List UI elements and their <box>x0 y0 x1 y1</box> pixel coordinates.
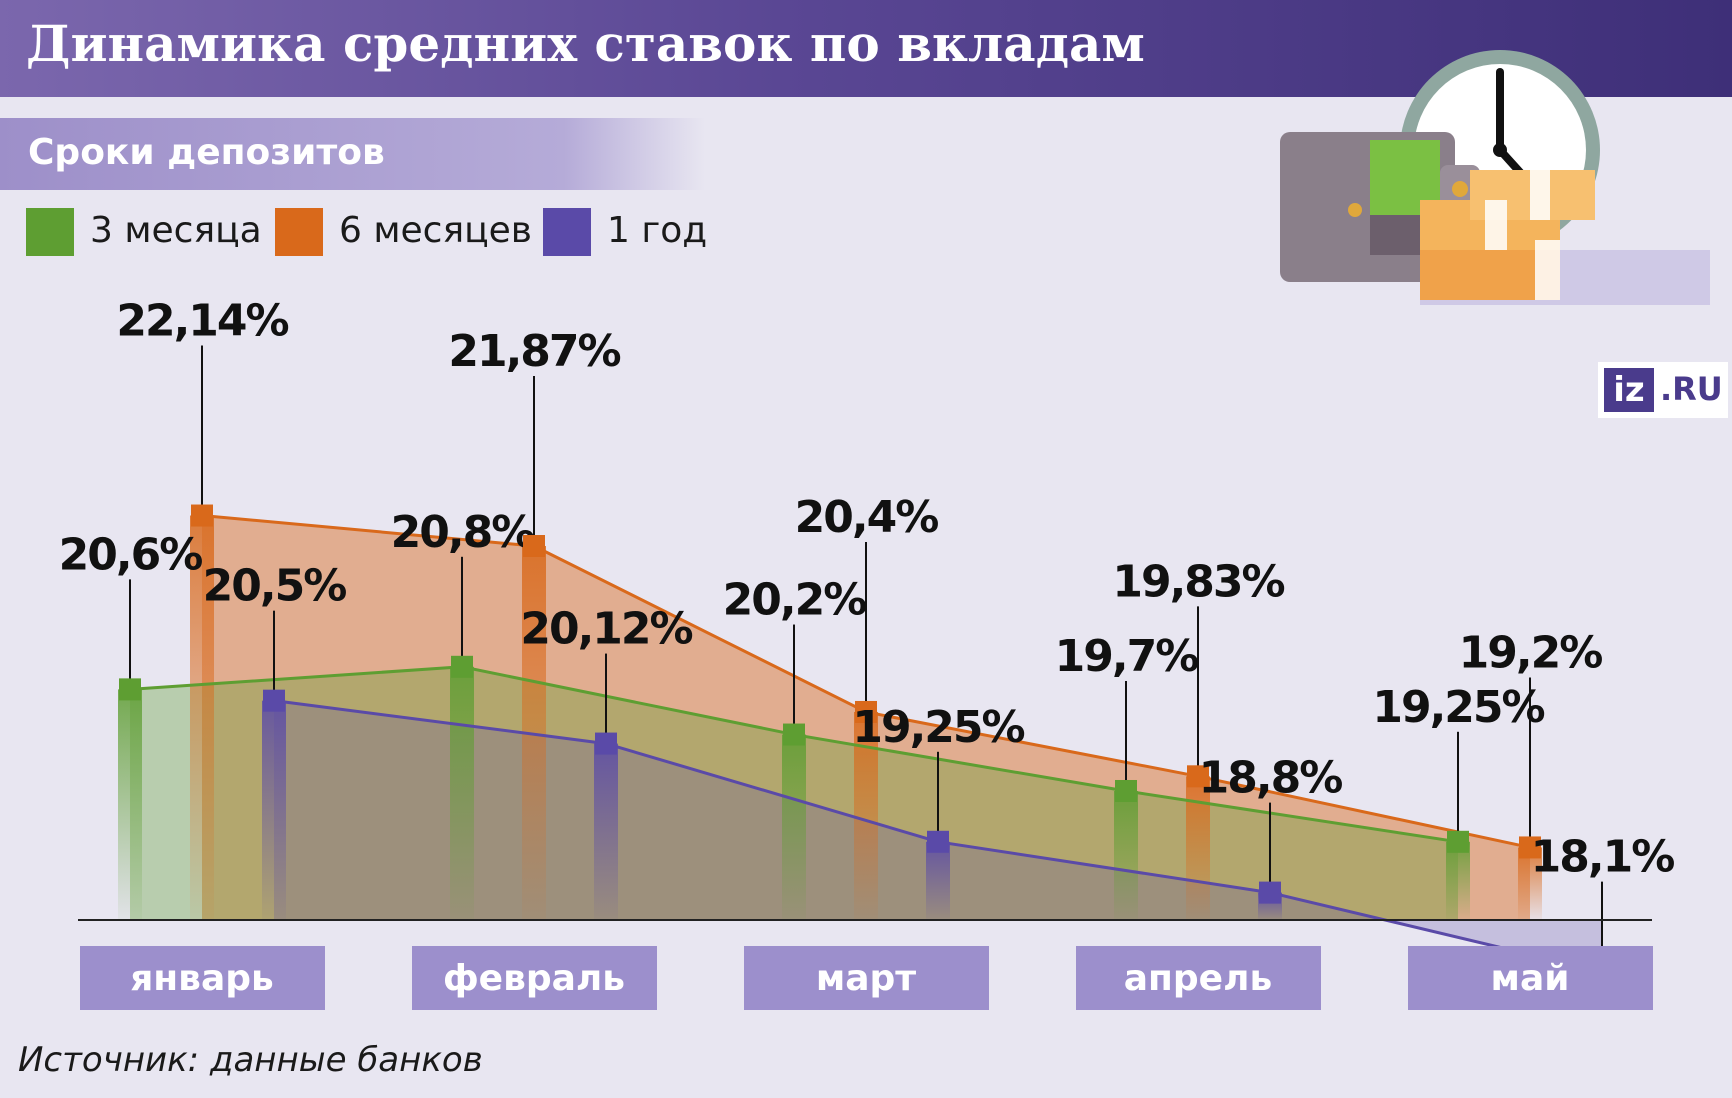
iz-logo-text: .RU <box>1660 370 1723 408</box>
data-point-marker <box>1259 881 1281 904</box>
source-note: Источник: данные банков <box>18 1040 483 1080</box>
data-label: 21,87% <box>448 326 620 377</box>
legend-label-1y: 1 год <box>607 210 708 251</box>
data-point-marker <box>855 700 877 723</box>
bar-column <box>1114 790 1138 920</box>
data-label: 20,5% <box>203 561 347 612</box>
illustration <box>1280 50 1710 305</box>
data-point-marker <box>595 732 617 755</box>
data-label: 19,25% <box>852 702 1024 753</box>
data-point-marker <box>451 655 473 678</box>
data-label: 19,83% <box>1112 556 1284 607</box>
legend-swatch-6m <box>275 208 323 256</box>
bar-column <box>262 700 286 920</box>
data-label: 20,12% <box>520 604 692 655</box>
data-label: 18,1% <box>1531 832 1675 883</box>
x-tick-label: февраль <box>443 958 625 999</box>
data-point-marker <box>191 504 213 527</box>
data-label: 22,14% <box>116 296 288 347</box>
month-label-box <box>80 946 325 1010</box>
bar-column <box>118 689 142 920</box>
bar-column <box>926 841 950 920</box>
month-label-box <box>412 946 657 1010</box>
data-label: 20,2% <box>723 575 867 626</box>
x-tick-label: май <box>1491 958 1570 999</box>
x-tick-label: январь <box>130 958 274 999</box>
data-point-marker <box>1115 779 1137 802</box>
x-tick-label: апрель <box>1124 958 1272 999</box>
data-label: 20,4% <box>795 492 939 543</box>
legend-swatch-1y <box>543 208 591 256</box>
month-label-box <box>1076 946 1321 1010</box>
data-point-marker <box>263 689 285 712</box>
bar-column <box>1518 847 1542 920</box>
data-label: 20,8% <box>391 507 535 558</box>
x-tick-label: март <box>816 958 916 999</box>
data-point-marker <box>1447 830 1469 853</box>
iz-logo-mark: iz <box>1604 368 1654 412</box>
money-stack-icon <box>1420 170 1595 300</box>
bar-column <box>594 743 618 920</box>
data-label: 19,25% <box>1372 682 1544 733</box>
iz-logo: iz .RU <box>1598 362 1728 418</box>
chart-title: Динамика средних ставок по вкладам <box>26 14 1145 73</box>
bar-column <box>782 734 806 920</box>
data-label: 19,2% <box>1459 627 1603 678</box>
subtitle-band <box>0 118 705 190</box>
legend-label-6m: 6 месяцев <box>339 210 532 251</box>
month-label-box <box>1408 946 1653 1010</box>
bar-column <box>1446 841 1470 920</box>
data-point-marker <box>783 723 805 746</box>
data-label: 19,7% <box>1055 631 1199 682</box>
data-label: 18,8% <box>1199 753 1343 804</box>
month-label-box <box>744 946 989 1010</box>
data-point-marker <box>927 830 949 853</box>
data-point-marker <box>523 535 545 557</box>
bar-column <box>190 515 214 920</box>
data-label: 20,6% <box>59 529 203 580</box>
legend-swatch-3m <box>26 208 74 256</box>
data-point-marker <box>1187 765 1209 788</box>
bar-column <box>450 666 474 920</box>
legend-label-3m: 3 месяца <box>90 210 262 251</box>
data-point-marker <box>119 678 141 701</box>
data-point-marker <box>1519 836 1541 859</box>
chart-subtitle: Сроки депозитов <box>28 132 385 173</box>
